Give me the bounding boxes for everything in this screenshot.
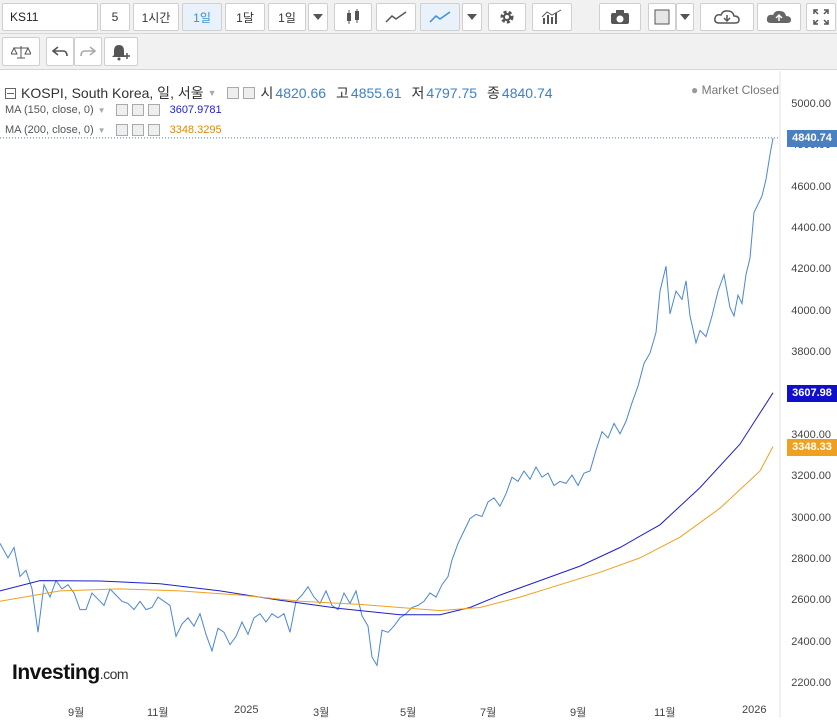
line-chart-icon[interactable] [376,3,416,31]
ma200-value: 3348.3295 [169,124,222,136]
legend-dropdown-icon[interactable]: ▼ [207,88,217,98]
x-tick-label: 3월 [313,707,330,719]
ma200-legend: MA (200, close, 0) ▼ 3348.3295 [5,124,222,136]
top-toolbar: KS11 5 1시간 1일 1달 1일 [0,0,837,34]
ma150-label: MA (150, close, 0) [5,104,94,116]
interval-custom-button[interactable]: 1일 [268,3,306,31]
investing-logo: Investing.com [12,661,129,684]
legend-settings-icon[interactable] [242,87,255,99]
candlestick-icon[interactable] [334,3,372,31]
interval-1h-button[interactable]: 1시간 [133,3,179,31]
market-status-text: Market Closed [701,83,779,97]
ma150-legend: MA (150, close, 0) ▼ 3607.9781 [5,104,222,116]
interval-1d-button[interactable]: 1일 [182,3,222,31]
cloud-download-icon[interactable] [700,3,754,31]
y-tick-label: 3200.00 [791,470,831,483]
ma200-tag: 3348.33 [787,438,837,456]
collapse-icon[interactable] [5,87,16,99]
ma150-settings-icon[interactable] [131,104,144,116]
open-label: 시 [260,85,274,101]
x-tick-label: 11월 [147,707,169,719]
ma150-value: 3607.9781 [169,104,222,116]
y-tick-label: 2200.00 [791,677,831,689]
x-tick-label: 9월 [570,707,587,719]
y-tick-label: 2400.00 [791,635,831,648]
ma150-close-icon[interactable] [147,104,160,116]
high-value: 4855.61 [350,85,402,101]
close-label: 종 [487,85,500,101]
open-value: 4820.66 [275,85,327,101]
symbol-input[interactable]: KS11 [2,3,98,31]
y-tick-label: 3000.00 [791,511,831,524]
chart-type-dropdown-icon[interactable] [462,3,482,31]
x-tick-label: 9월 [68,707,85,719]
ma200-line [0,446,774,612]
ma150-dropdown-icon[interactable]: ▼ [97,105,106,115]
low-value: 4797.75 [426,85,478,101]
chart-area[interactable]: KOSPI, South Korea, 일, 서울 ▼ 시 4820.66 고 … [0,71,837,719]
close-value: 4840.74 [501,85,553,101]
y-tick-label: 4200.00 [791,263,831,276]
price-tag: 4840.74 [787,129,837,147]
area-chart-icon[interactable] [420,3,460,31]
ma200-close-icon[interactable] [147,124,160,136]
y-tick-label: 4600.00 [791,180,831,193]
x-tick-label: 5월 [400,707,417,719]
y-tick-label: 2600.00 [791,594,831,607]
y-tick-label: 3400.00 [791,428,831,441]
settings-gear-icon[interactable] [488,3,526,31]
ma150-visibility-icon[interactable] [115,104,128,116]
indicators-icon[interactable] [532,3,572,31]
interval-dropdown-icon[interactable] [308,3,328,31]
y-tick-label: 3800.00 [791,346,831,359]
visibility-icon[interactable] [226,87,239,99]
drawing-shape-icon[interactable] [648,3,676,31]
x-tick-label: 11월 [654,707,676,719]
compare-scale-icon[interactable] [2,37,40,66]
x-tick-label: 2026 [742,704,767,716]
main-legend: KOSPI, South Korea, 일, 서울 ▼ 시 4820.66 고 … [5,83,563,103]
y-tick-label: 4000.00 [791,304,831,317]
interval-5-button[interactable]: 5 [100,3,130,31]
y-tick-label: 5000.00 [791,98,831,110]
undo-icon[interactable] [46,37,74,66]
ma200-visibility-icon[interactable] [115,124,128,136]
high-label: 고 [336,85,349,101]
y-tick-label: 2800.00 [791,552,831,565]
ma150-tag: 3607.98 [787,384,837,402]
low-label: 저 [411,85,425,101]
interval-1m-button[interactable]: 1달 [225,3,265,31]
x-tick-label: 7월 [480,707,497,719]
y-tick-label: 4400.00 [791,222,831,235]
ma200-settings-icon[interactable] [131,124,144,136]
redo-icon[interactable] [74,37,102,66]
market-status: ● Market Closed [691,83,779,97]
ma150-line [0,392,774,616]
cloud-upload-icon[interactable] [757,3,801,31]
price-chart[interactable] [0,71,837,717]
ma200-dropdown-icon[interactable]: ▼ [97,125,106,135]
fullscreen-icon[interactable] [806,3,836,31]
secondary-toolbar [0,34,837,70]
x-tick-label: 2025 [234,704,259,716]
ma200-label: MA (200, close, 0) [5,124,94,136]
legend-title: KOSPI, South Korea, 일, 서울 [21,85,204,101]
camera-icon[interactable] [599,3,641,31]
add-alert-bell-icon[interactable] [104,37,138,66]
price-line [0,138,774,667]
shape-dropdown-icon[interactable] [676,3,694,31]
